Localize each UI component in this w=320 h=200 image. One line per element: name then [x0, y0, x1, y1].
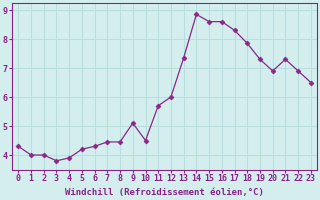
X-axis label: Windchill (Refroidissement éolien,°C): Windchill (Refroidissement éolien,°C)	[65, 188, 264, 197]
